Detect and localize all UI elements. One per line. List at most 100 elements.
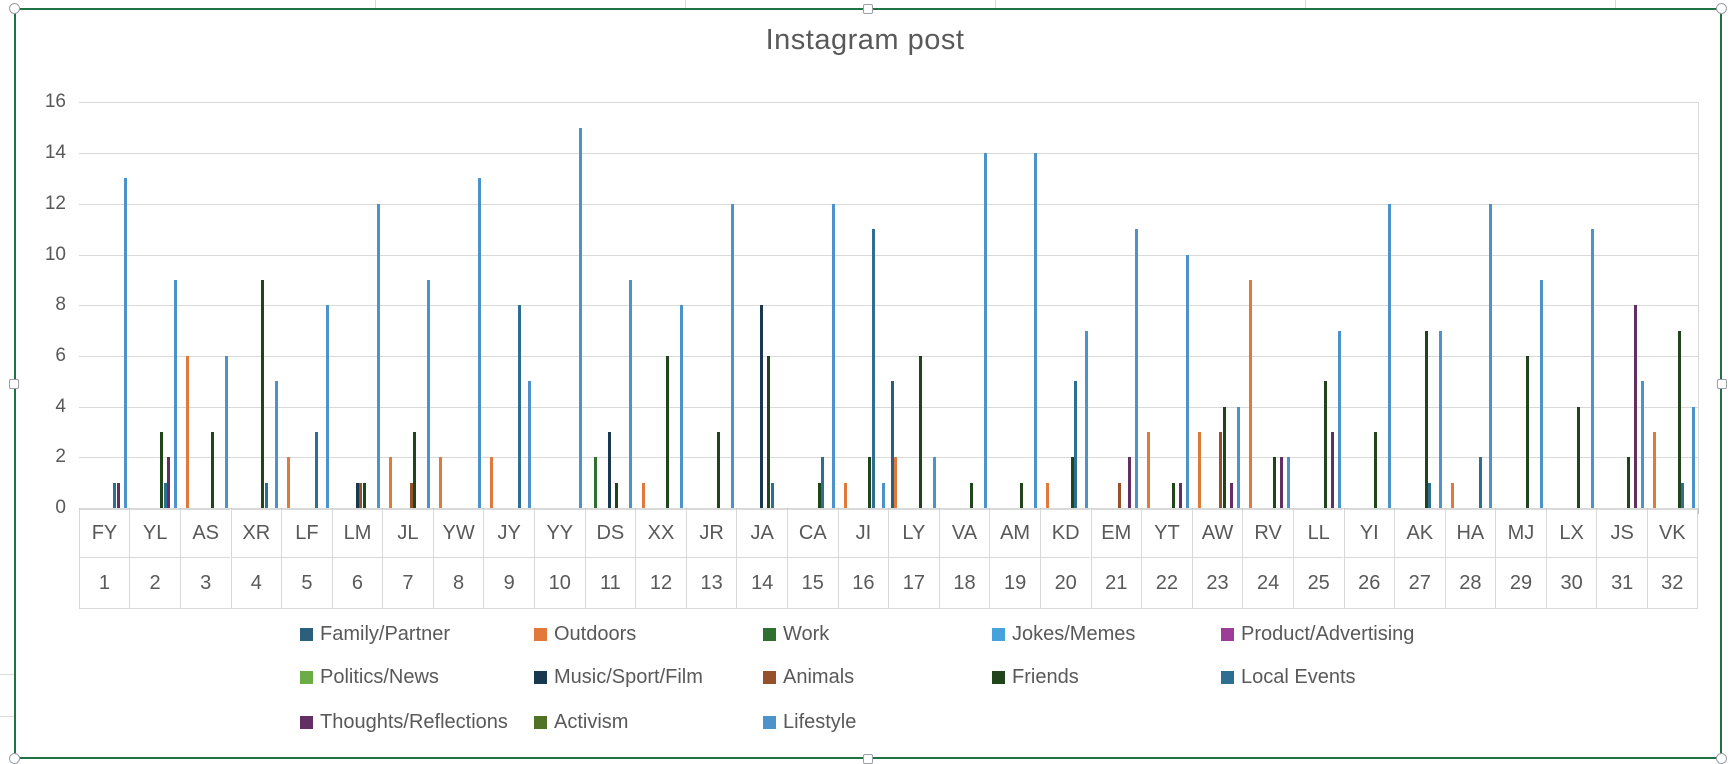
bar-friends-as[interactable] — [210, 431, 214, 508]
bar-lifestyle-as[interactable] — [224, 355, 228, 508]
bar-friends-yt[interactable] — [1171, 482, 1175, 508]
bar-outdoors-ly[interactable] — [894, 457, 898, 508]
bar-friends-ca[interactable] — [817, 482, 821, 508]
bar-outdoors-xx[interactable] — [641, 482, 645, 508]
bar-friends-mj[interactable] — [1526, 355, 1529, 508]
legend-item-outdoors[interactable]: Outdoors — [534, 623, 636, 645]
bar-local-events-ak[interactable] — [1428, 482, 1432, 508]
bar-local-events-jy[interactable] — [517, 305, 521, 508]
chart-title[interactable]: Instagram post — [765, 24, 965, 56]
bar-friends-lx[interactable] — [1576, 406, 1580, 508]
bar-thoughts-reflections-js[interactable] — [1634, 305, 1638, 508]
bar-outdoors-lf[interactable] — [287, 457, 291, 508]
bar-music-sport-film-lm[interactable] — [355, 482, 359, 508]
bar-music-sport-film-ja[interactable] — [760, 305, 764, 508]
bar-lifestyle-yt[interactable] — [1185, 254, 1189, 508]
bar-lifestyle-ll[interactable] — [1337, 330, 1341, 508]
bar-local-events-ca[interactable] — [821, 457, 825, 508]
bar-lifestyle-aw[interactable] — [1236, 406, 1240, 508]
bar-lifestyle-ly[interactable] — [932, 457, 936, 508]
bar-friends-yl[interactable] — [160, 431, 164, 508]
chart-area[interactable] — [14, 8, 1722, 759]
bar-lifestyle-jl[interactable] — [427, 279, 430, 509]
bar-lifestyle-yl[interactable] — [174, 279, 178, 509]
bar-friends-ji[interactable] — [868, 457, 872, 508]
bar-outdoors-vk[interactable] — [1653, 431, 1657, 508]
bar-animals-em[interactable] — [1117, 482, 1121, 508]
bar-friends-jr[interactable] — [716, 431, 720, 508]
legend-item-jokes-memes[interactable]: Jokes/Memes — [992, 623, 1135, 645]
bar-lifestyle-jy[interactable] — [528, 381, 532, 509]
bar-friends-vk[interactable] — [1677, 330, 1681, 508]
legend-item-local-events[interactable]: Local Events — [1221, 666, 1356, 688]
bar-lifestyle-vk[interactable] — [1691, 406, 1695, 508]
bar-lifestyle-xx[interactable] — [680, 305, 683, 508]
bar-outdoors-ha[interactable] — [1450, 482, 1454, 508]
bar-friends-ja[interactable] — [767, 355, 771, 508]
bar-lifestyle-lx[interactable] — [1590, 229, 1594, 508]
bar-lifestyle-js[interactable] — [1641, 381, 1645, 509]
bar-friends-ds[interactable] — [615, 482, 619, 508]
bar-outdoors-kd[interactable] — [1046, 482, 1050, 508]
selection-handle-top-right[interactable] — [1716, 3, 1727, 14]
bar-outdoors-ji[interactable] — [843, 482, 847, 508]
selection-handle-top-center[interactable] — [863, 4, 873, 14]
bar-lifestyle-mj[interactable] — [1540, 279, 1543, 509]
bar-lifestyle-am[interactable] — [1034, 153, 1038, 508]
bar-thoughts-reflections-em[interactable] — [1128, 457, 1132, 508]
bar-family-partner-ly[interactable] — [890, 381, 894, 509]
bar-friends-jl[interactable] — [413, 431, 416, 508]
bar-friends-xx[interactable] — [666, 355, 669, 508]
bar-friends-aw[interactable] — [1222, 406, 1226, 508]
bar-music-sport-film-ds[interactable] — [608, 431, 612, 508]
bar-friends-am[interactable] — [1020, 482, 1024, 508]
bar-friends-ll[interactable] — [1323, 381, 1327, 509]
selection-handle-top-left[interactable] — [9, 3, 20, 14]
bar-outdoors-as[interactable] — [186, 355, 190, 508]
selection-handle-bottom-right[interactable] — [1716, 753, 1727, 764]
bar-lifestyle-jr[interactable] — [730, 203, 734, 508]
selection-handle-bottom-center[interactable] — [863, 754, 873, 764]
bar-lifestyle-ji[interactable] — [882, 482, 886, 508]
legend-item-friends[interactable]: Friends — [992, 666, 1079, 688]
bar-thoughts-reflections-ll[interactable] — [1330, 431, 1334, 508]
bar-lifestyle-fy[interactable] — [123, 178, 127, 508]
bar-outdoors-rv[interactable] — [1248, 279, 1252, 509]
bar-lifestyle-yw[interactable] — [477, 178, 481, 508]
legend-item-work[interactable]: Work — [763, 623, 829, 645]
bar-work-ds[interactable] — [594, 457, 598, 508]
selection-handle-middle-right[interactable] — [1717, 379, 1727, 389]
bar-local-events-ji[interactable] — [871, 229, 875, 508]
bar-lifestyle-lf[interactable] — [325, 305, 329, 508]
bar-lifestyle-em[interactable] — [1135, 229, 1139, 508]
bar-thoughts-reflections-rv[interactable] — [1280, 457, 1284, 508]
bar-lifestyle-va[interactable] — [983, 153, 987, 508]
bar-lifestyle-yi[interactable] — [1388, 203, 1392, 508]
bar-lifestyle-ds[interactable] — [629, 279, 633, 509]
bar-lifestyle-xr[interactable] — [275, 381, 279, 509]
legend-item-politics-news[interactable]: Politics/News — [300, 666, 439, 688]
bar-friends-kd[interactable] — [1070, 457, 1074, 508]
bar-lifestyle-rv[interactable] — [1287, 457, 1291, 508]
bar-thoughts-reflections-yl[interactable] — [167, 457, 171, 508]
bar-lifestyle-ha[interactable] — [1489, 203, 1493, 508]
bar-local-events-kd[interactable] — [1074, 381, 1078, 509]
legend-item-animals[interactable]: Animals — [763, 666, 854, 688]
bar-friends-va[interactable] — [969, 482, 973, 508]
bar-lifestyle-ca[interactable] — [831, 203, 835, 508]
bar-friends-lm[interactable] — [362, 482, 366, 508]
bar-thoughts-reflections-fy[interactable] — [116, 482, 120, 508]
bar-outdoors-jl[interactable] — [388, 457, 392, 508]
legend-item-product-advertising[interactable]: Product/Advertising — [1221, 623, 1414, 645]
legend-item-music-sport-film[interactable]: Music/Sport/Film — [534, 666, 703, 688]
legend-item-lifestyle[interactable]: Lifestyle — [763, 711, 856, 733]
bar-friends-xr[interactable] — [261, 279, 265, 509]
bar-friends-js[interactable] — [1627, 457, 1631, 508]
bar-lifestyle-kd[interactable] — [1084, 330, 1088, 508]
bar-thoughts-reflections-aw[interactable] — [1229, 482, 1233, 508]
bar-local-events-ha[interactable] — [1478, 457, 1482, 508]
bar-friends-ak[interactable] — [1424, 330, 1428, 508]
bar-lifestyle-yy[interactable] — [578, 127, 582, 509]
selection-handle-bottom-left[interactable] — [9, 753, 20, 764]
legend-item-activism[interactable]: Activism — [534, 711, 628, 733]
